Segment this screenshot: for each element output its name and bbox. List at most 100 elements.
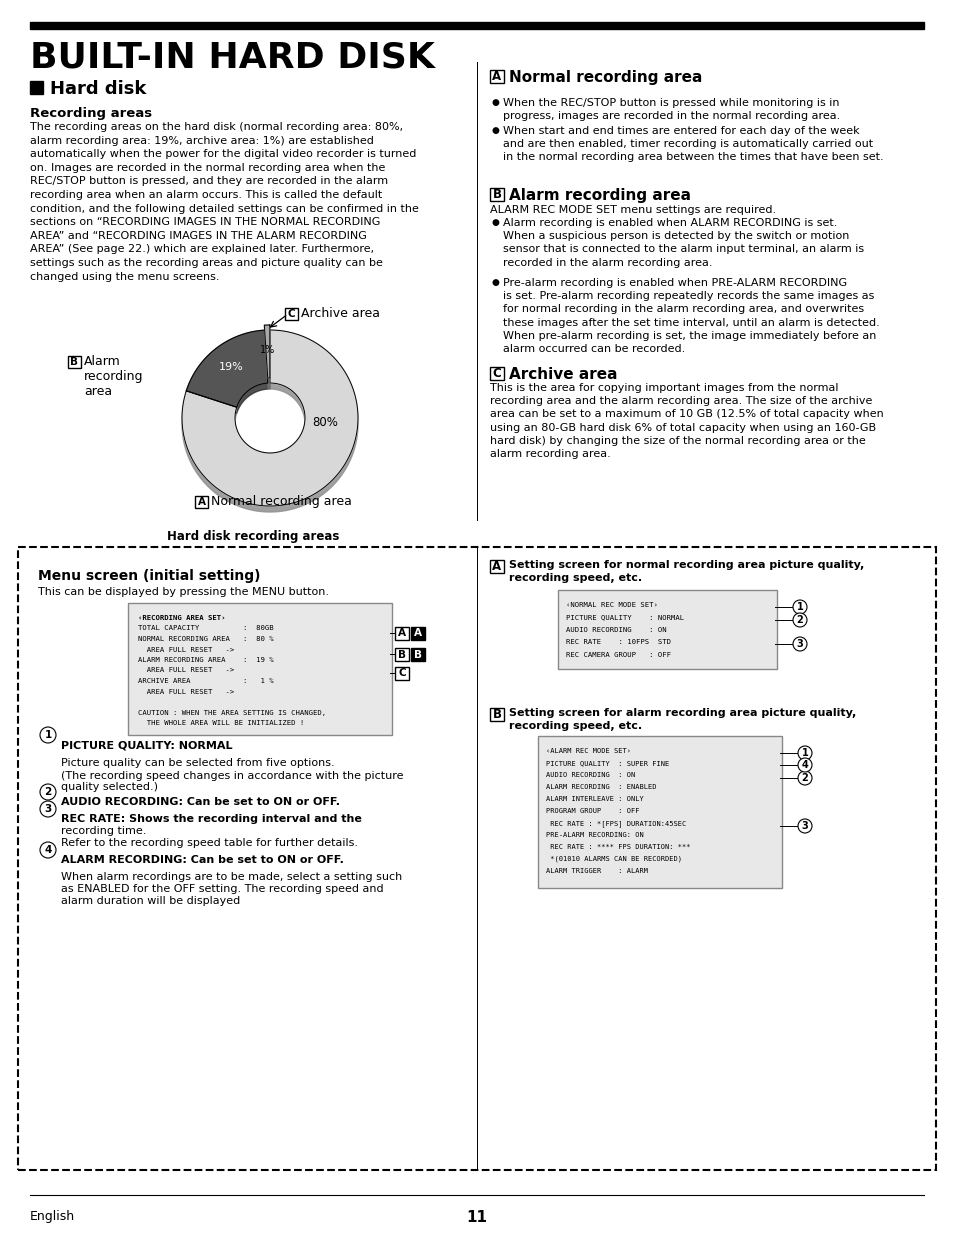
Text: NORMAL RECORDING AREA   :  80 %: NORMAL RECORDING AREA : 80 % (138, 636, 274, 642)
Text: ALARM TRIGGER    : ALARM: ALARM TRIGGER : ALARM (545, 868, 647, 874)
Text: AUDIO RECORDING: Can be set to ON or OFF.: AUDIO RECORDING: Can be set to ON or OFF… (61, 797, 339, 806)
Text: English: English (30, 1210, 75, 1223)
FancyBboxPatch shape (490, 367, 503, 380)
FancyBboxPatch shape (395, 648, 409, 661)
Text: REC RATE : *[FPS] DURATION:45SEC: REC RATE : *[FPS] DURATION:45SEC (545, 820, 685, 826)
FancyBboxPatch shape (490, 188, 503, 201)
Text: 80%: 80% (312, 416, 337, 430)
Text: Setting screen for alarm recording area picture quality,
recording speed, etc.: Setting screen for alarm recording area … (509, 708, 856, 731)
Text: TOTAL CAPACITY          :  80GB: TOTAL CAPACITY : 80GB (138, 625, 274, 631)
Text: ●: ● (492, 219, 499, 227)
Text: Normal recording area: Normal recording area (211, 495, 352, 508)
FancyBboxPatch shape (411, 648, 424, 661)
Text: REC RATE    : 10FPS  STD: REC RATE : 10FPS STD (565, 640, 670, 646)
Text: ALARM RECORDING AREA    :  19 %: ALARM RECORDING AREA : 19 % (138, 657, 274, 663)
FancyBboxPatch shape (18, 547, 935, 1170)
Text: B: B (492, 708, 501, 721)
Text: Archive area: Archive area (509, 367, 617, 382)
Text: Hard disk: Hard disk (50, 80, 146, 98)
Text: A: A (197, 496, 205, 508)
FancyBboxPatch shape (490, 559, 503, 573)
Text: 1%: 1% (260, 345, 275, 354)
Text: ALARM INTERLEAVE : ONLY: ALARM INTERLEAVE : ONLY (545, 797, 643, 802)
FancyBboxPatch shape (285, 308, 297, 320)
Circle shape (797, 746, 811, 760)
FancyBboxPatch shape (395, 667, 409, 680)
Text: A: A (414, 629, 421, 638)
Text: PICTURE QUALITY  : SUPER FINE: PICTURE QUALITY : SUPER FINE (545, 760, 669, 766)
Text: THE WHOLE AREA WILL BE INITIALIZED !: THE WHOLE AREA WILL BE INITIALIZED ! (138, 720, 304, 726)
Bar (30, 82, 43, 94)
Text: ●: ● (492, 126, 499, 135)
Text: ALARM REC MODE SET menu settings are required.: ALARM REC MODE SET menu settings are req… (490, 205, 776, 215)
Text: Alarm
recording
area: Alarm recording area (84, 354, 143, 398)
Text: A: A (492, 70, 501, 83)
Text: 2: 2 (45, 787, 51, 797)
Text: ALARM RECORDING  : ENABLED: ALARM RECORDING : ENABLED (545, 784, 656, 790)
Text: C: C (288, 309, 295, 319)
Circle shape (797, 819, 811, 832)
Text: 11: 11 (466, 1210, 487, 1225)
Text: REC RATE: Shows the recording interval and the: REC RATE: Shows the recording interval a… (61, 814, 361, 824)
FancyBboxPatch shape (411, 627, 424, 640)
Text: The recording areas on the hard disk (normal recording area: 80%,
alarm recordin: The recording areas on the hard disk (no… (30, 122, 418, 282)
Text: A: A (397, 629, 406, 638)
Text: B: B (397, 650, 406, 659)
Text: REC CAMERA GROUP   : OFF: REC CAMERA GROUP : OFF (565, 652, 670, 658)
Text: This can be displayed by pressing the MENU button.: This can be displayed by pressing the ME… (38, 587, 329, 597)
Text: Picture quality can be selected from five options.: Picture quality can be selected from fiv… (61, 758, 335, 768)
Circle shape (792, 637, 806, 651)
Circle shape (40, 802, 56, 818)
Text: alarm duration will be displayed: alarm duration will be displayed (61, 897, 240, 906)
Text: Setting screen for normal recording area picture quality,
recording speed, etc.: Setting screen for normal recording area… (509, 559, 863, 583)
Text: ‹ALARM REC MODE SET›: ‹ALARM REC MODE SET› (545, 748, 630, 755)
Text: When start and end times are entered for each day of the week
and are then enabl: When start and end times are entered for… (502, 126, 882, 162)
Polygon shape (186, 330, 268, 408)
Text: 2: 2 (796, 615, 802, 625)
Text: C: C (492, 367, 501, 380)
Text: This is the area for copying important images from the normal
recording area and: This is the area for copying important i… (490, 383, 882, 459)
FancyBboxPatch shape (490, 70, 503, 83)
Text: (The recording speed changes in accordance with the picture: (The recording speed changes in accordan… (61, 771, 403, 781)
Text: AREA FULL RESET   ->: AREA FULL RESET -> (138, 688, 234, 694)
Text: BUILT-IN HARD DISK: BUILT-IN HARD DISK (30, 40, 435, 74)
Polygon shape (186, 336, 268, 414)
Text: AREA FULL RESET   ->: AREA FULL RESET -> (138, 667, 234, 673)
Circle shape (797, 771, 811, 785)
Text: 1: 1 (796, 601, 802, 613)
Text: REC RATE : **** FPS DURATION: ***: REC RATE : **** FPS DURATION: *** (545, 844, 690, 850)
Text: CAUTION : WHEN THE AREA SETTING IS CHANGED,: CAUTION : WHEN THE AREA SETTING IS CHANG… (138, 709, 326, 715)
Text: as ENABLED for the OFF setting. The recording speed and: as ENABLED for the OFF setting. The reco… (61, 884, 383, 894)
Circle shape (40, 784, 56, 800)
FancyBboxPatch shape (194, 496, 208, 508)
Text: B: B (414, 650, 421, 659)
Text: 2: 2 (801, 773, 807, 783)
Text: When alarm recordings are to be made, select a setting such: When alarm recordings are to be made, se… (61, 872, 402, 882)
Text: B: B (71, 357, 78, 367)
Text: When the REC/STOP button is pressed while monitoring is in
progress, images are : When the REC/STOP button is pressed whil… (502, 98, 840, 121)
Text: ALARM RECORDING: Can be set to ON or OFF.: ALARM RECORDING: Can be set to ON or OFF… (61, 855, 343, 864)
Text: A: A (492, 559, 501, 573)
Text: PRE-ALARM RECORDING: ON: PRE-ALARM RECORDING: ON (545, 832, 643, 839)
Circle shape (40, 842, 56, 858)
Text: ‹NORMAL REC MODE SET›: ‹NORMAL REC MODE SET› (565, 601, 658, 608)
Circle shape (792, 613, 806, 627)
Text: 19%: 19% (219, 362, 244, 372)
Text: 4: 4 (44, 845, 51, 855)
Text: 3: 3 (801, 821, 807, 831)
Text: ●: ● (492, 98, 499, 107)
Text: quality selected.): quality selected.) (61, 782, 158, 792)
Text: Recording areas: Recording areas (30, 107, 152, 120)
Polygon shape (182, 330, 357, 506)
Text: AREA FULL RESET   ->: AREA FULL RESET -> (138, 646, 234, 652)
Text: AUDIO RECORDING    : ON: AUDIO RECORDING : ON (565, 627, 666, 634)
FancyBboxPatch shape (558, 590, 776, 669)
Text: 1: 1 (45, 730, 51, 740)
Text: B: B (492, 188, 501, 201)
Text: PICTURE QUALITY    : NORMAL: PICTURE QUALITY : NORMAL (565, 615, 683, 620)
Circle shape (797, 758, 811, 772)
Text: 4: 4 (801, 760, 807, 769)
Text: ‹RECORDING AREA SET›: ‹RECORDING AREA SET› (138, 615, 225, 621)
Bar (30, 22, 923, 28)
Text: Menu screen (initial setting): Menu screen (initial setting) (38, 569, 260, 583)
